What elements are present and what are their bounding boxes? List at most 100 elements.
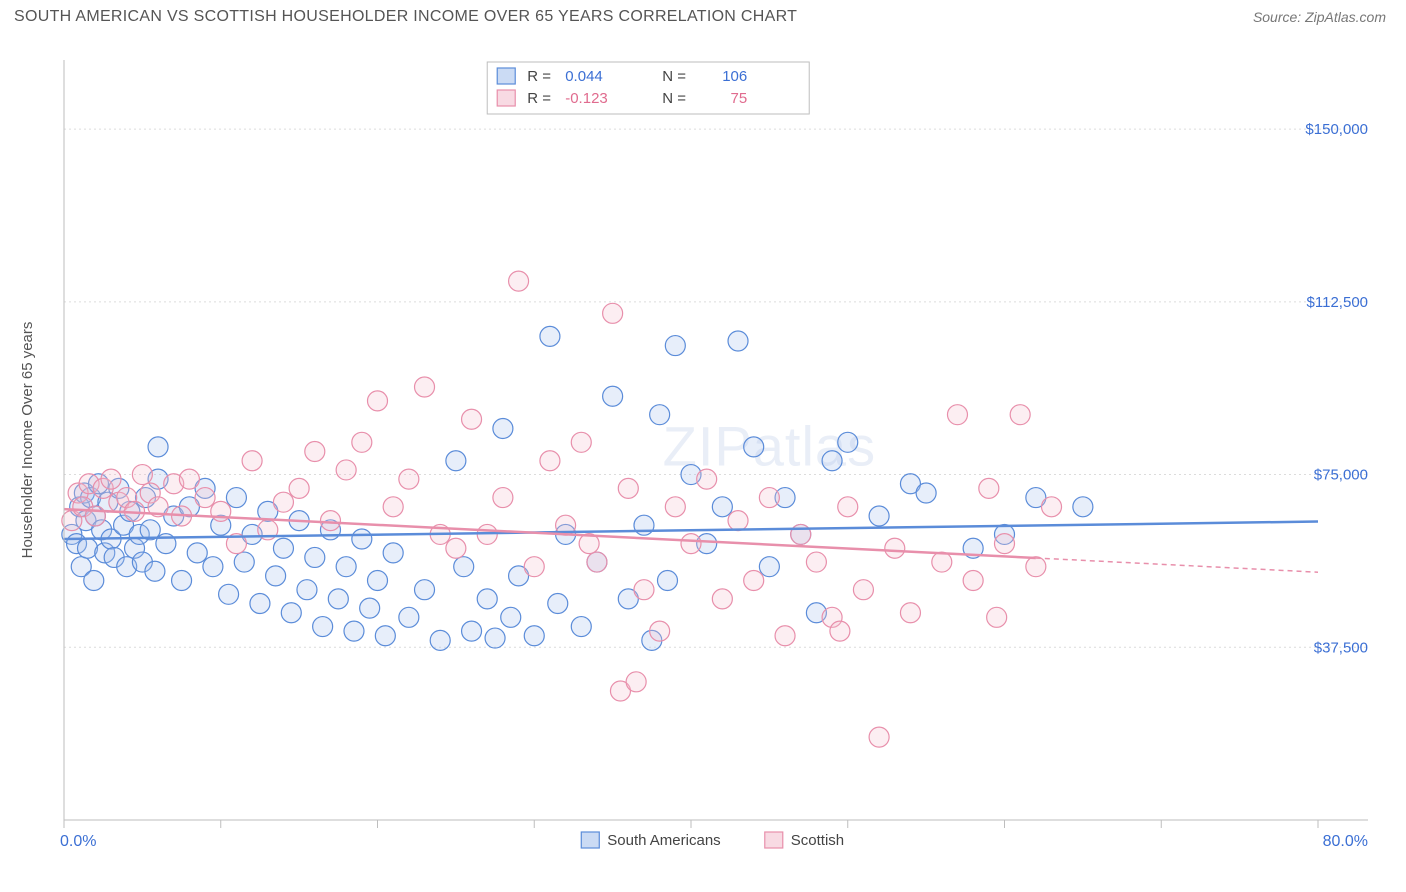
xtick-label-start: 0.0%: [60, 833, 96, 850]
scatter-point: [273, 538, 293, 558]
scatter-point: [932, 552, 952, 572]
scatter-point: [328, 589, 348, 609]
scatter-point: [650, 621, 670, 641]
scatter-point: [266, 566, 286, 586]
scatter-point: [493, 488, 513, 508]
scatter-point: [485, 628, 505, 648]
stat-R-label: R =: [527, 68, 551, 85]
legend-swatch: [581, 832, 599, 848]
scatter-point: [540, 326, 560, 346]
scatter-point: [352, 529, 372, 549]
scatter-point: [383, 497, 403, 517]
scatter-point: [728, 511, 748, 531]
scatter-point: [145, 561, 165, 581]
scatter-point: [172, 570, 192, 590]
scatter-point: [759, 488, 779, 508]
scatter-point: [995, 534, 1015, 554]
scatter-point: [305, 442, 325, 462]
scatter-point: [179, 469, 199, 489]
scatter-point: [399, 607, 419, 627]
scatter-point: [250, 594, 270, 614]
scatter-point: [548, 594, 568, 614]
scatter-point: [289, 478, 309, 498]
scatter-point: [415, 377, 435, 397]
scatter-point: [744, 570, 764, 590]
scatter-point: [947, 405, 967, 425]
scatter-point: [242, 451, 262, 471]
ytick-label: $150,000: [1305, 121, 1368, 138]
scatter-point: [838, 497, 858, 517]
scatter-point: [383, 543, 403, 563]
scatter-point: [462, 621, 482, 641]
scatter-point: [399, 469, 419, 489]
scatter-chart: $37,500$75,000$112,500$150,000ZIPatlas0.…: [14, 40, 1392, 882]
scatter-point: [806, 552, 826, 572]
stat-N-label: N =: [662, 68, 686, 85]
scatter-point: [838, 432, 858, 452]
scatter-point: [1042, 497, 1062, 517]
scatter-point: [368, 391, 388, 411]
scatter-point: [540, 451, 560, 471]
scatter-point: [85, 506, 105, 526]
scatter-point: [430, 630, 450, 650]
scatter-point: [524, 557, 544, 577]
scatter-point: [822, 451, 842, 471]
scatter-point: [219, 584, 239, 604]
scatter-point: [650, 405, 670, 425]
scatter-point: [665, 336, 685, 356]
scatter-point: [900, 603, 920, 623]
scatter-point: [195, 488, 215, 508]
scatter-point: [352, 432, 372, 452]
legend-swatch: [765, 832, 783, 848]
scatter-point: [603, 303, 623, 323]
scatter-point: [775, 626, 795, 646]
stats-swatch: [497, 90, 515, 106]
scatter-point: [313, 617, 333, 637]
scatter-point: [963, 570, 983, 590]
scatter-point: [477, 589, 497, 609]
scatter-point: [297, 580, 317, 600]
scatter-point: [571, 432, 591, 452]
scatter-point: [626, 672, 646, 692]
scatter-point: [587, 552, 607, 572]
trend-line-extrapolated: [1036, 558, 1318, 572]
scatter-point: [84, 570, 104, 590]
scatter-point: [446, 538, 466, 558]
scatter-point: [462, 409, 482, 429]
scatter-point: [697, 469, 717, 489]
scatter-point: [305, 547, 325, 567]
scatter-point: [869, 506, 889, 526]
scatter-point: [360, 598, 380, 618]
stat-R-value: -0.123: [565, 90, 608, 107]
source-attribution: Source: ZipAtlas.com: [1253, 9, 1386, 25]
scatter-point: [712, 589, 732, 609]
chart-svg: $37,500$75,000$112,500$150,000ZIPatlas0.…: [14, 40, 1392, 882]
scatter-point: [281, 603, 301, 623]
scatter-point: [203, 557, 223, 577]
scatter-point: [509, 271, 529, 291]
scatter-point: [344, 621, 364, 641]
scatter-point: [415, 580, 435, 600]
scatter-point: [148, 437, 168, 457]
scatter-point: [681, 534, 701, 554]
stats-swatch: [497, 68, 515, 84]
scatter-point: [320, 511, 340, 531]
scatter-point: [916, 483, 936, 503]
scatter-point: [336, 460, 356, 480]
scatter-point: [1010, 405, 1030, 425]
trend-line: [64, 509, 1036, 558]
legend-label: South Americans: [607, 832, 720, 849]
scatter-point: [132, 465, 152, 485]
scatter-point: [603, 386, 623, 406]
ytick-label: $112,500: [1307, 294, 1368, 311]
scatter-point: [375, 626, 395, 646]
scatter-point: [234, 552, 254, 572]
scatter-point: [446, 451, 466, 471]
ytick-label: $75,000: [1314, 467, 1368, 484]
stat-N-value: 75: [731, 90, 748, 107]
scatter-point: [187, 543, 207, 563]
scatter-point: [501, 607, 521, 627]
scatter-point: [979, 478, 999, 498]
scatter-point: [759, 557, 779, 577]
stat-R-value: 0.044: [565, 68, 603, 85]
